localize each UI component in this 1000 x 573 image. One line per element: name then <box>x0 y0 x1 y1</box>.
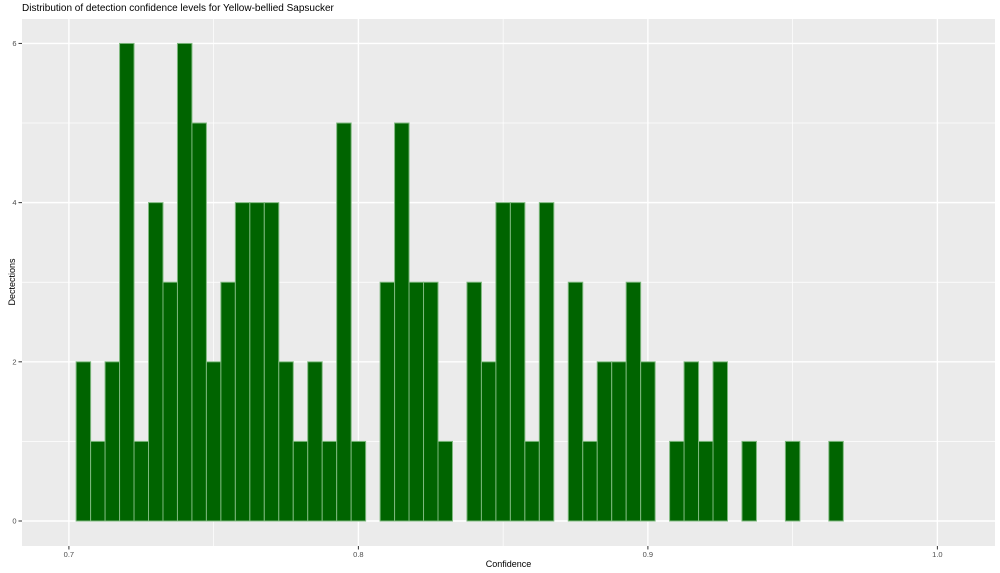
histogram-bar <box>176 42 193 522</box>
histogram-bar <box>205 361 222 522</box>
histogram-bar <box>712 361 729 522</box>
histogram-bar <box>567 281 584 522</box>
histogram-bar <box>234 202 251 522</box>
y-tick-label: 2 <box>12 357 16 366</box>
histogram-bar <box>437 440 453 522</box>
histogram-bar <box>148 202 164 522</box>
histogram-bar <box>292 440 309 522</box>
histogram-bar <box>828 440 844 522</box>
histogram-bar <box>191 122 207 522</box>
histogram-bar <box>495 202 511 522</box>
histogram-bar <box>596 361 613 522</box>
histogram-bar <box>524 440 540 522</box>
y-axis-title: Dectections <box>7 258 17 306</box>
histogram-bar <box>119 42 135 522</box>
histogram-bar <box>611 361 627 522</box>
histogram-bar <box>133 440 150 522</box>
histogram-bar <box>669 440 685 522</box>
histogram-bar <box>379 281 396 522</box>
histogram-bar <box>75 361 92 522</box>
histogram-bar <box>741 440 757 522</box>
y-tick-label: 6 <box>12 39 16 48</box>
histogram-bar <box>321 440 338 522</box>
histogram-bar <box>104 361 121 522</box>
histogram-bar <box>408 281 425 522</box>
histogram-bar <box>278 361 294 522</box>
x-tick-label: 0.7 <box>64 550 74 559</box>
histogram-bar <box>220 281 236 522</box>
chart-title: Distribution of detection confidence lev… <box>22 3 334 14</box>
histogram-bar <box>509 202 526 522</box>
histogram-bar <box>90 440 106 522</box>
histogram-bar <box>336 122 352 522</box>
histogram-bar <box>249 202 265 522</box>
histogram-bar <box>625 281 642 522</box>
histogram-bar <box>307 361 323 522</box>
x-tick-label: 0.9 <box>643 550 653 559</box>
histogram-bar <box>423 281 439 522</box>
y-tick-label: 0 <box>12 517 16 526</box>
histogram-bar <box>582 440 598 522</box>
histogram-bar <box>640 361 656 522</box>
histogram-bar <box>394 122 410 522</box>
y-tick-label: 4 <box>12 198 16 207</box>
x-tick-label: 0.8 <box>353 550 363 559</box>
x-tick-label: 1.0 <box>932 550 942 559</box>
histogram-bar <box>480 361 497 522</box>
histogram-bar <box>683 361 700 522</box>
histogram-bar <box>784 440 801 522</box>
histogram-bar <box>538 202 555 522</box>
x-axis-title: Confidence <box>485 559 532 569</box>
histogram-bar <box>466 281 482 522</box>
histogram-bar <box>162 281 178 522</box>
histogram-bar <box>263 202 280 522</box>
histogram-bar <box>350 440 367 522</box>
histogram-bar <box>698 440 714 522</box>
